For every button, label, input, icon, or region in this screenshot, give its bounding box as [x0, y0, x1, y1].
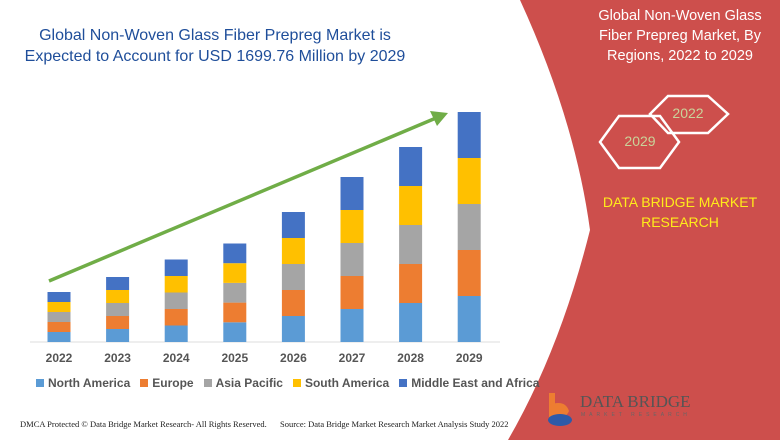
bar-segment-2023-3 — [106, 290, 130, 303]
side-panel — [508, 0, 780, 440]
logo-icon — [548, 393, 572, 426]
x-tick-label: 2026 — [280, 351, 307, 365]
bar-segment-2027-2 — [340, 243, 364, 276]
brand-text: DATA BRIDGE MARKET RESEARCH — [602, 194, 758, 230]
bar-segment-2023-2 — [106, 303, 130, 316]
copyright-text: DMCA Protected © Data Bridge Market Rese… — [20, 419, 267, 429]
legend-item: Asia Pacific — [203, 376, 283, 390]
bar-segment-2024-1 — [164, 309, 188, 326]
bar-segment-2026-1 — [281, 290, 305, 316]
bar-segment-2022-4 — [47, 292, 71, 302]
x-tick-label: 2029 — [456, 351, 483, 365]
legend-item: Middle East and Africa — [399, 376, 539, 390]
logo-name: DATA BRIDGE — [580, 392, 691, 411]
bar-segment-2025-2 — [223, 282, 247, 303]
bar-segment-2029-1 — [457, 250, 481, 296]
source-text: Source: Data Bridge Market Research Mark… — [280, 419, 509, 429]
bar-segment-2025-1 — [223, 302, 247, 323]
hexagon-2022 — [648, 94, 730, 135]
hex-label-2029: 2029 — [624, 133, 656, 149]
bar-segment-2027-0 — [340, 309, 364, 342]
bar-segment-2022-1 — [47, 322, 71, 332]
side-panel-title: Global Non-Woven Glass Fiber Prepreg Mar… — [598, 8, 762, 64]
legend-item: Europe — [140, 376, 194, 390]
bar-segment-2029-0 — [457, 296, 481, 342]
legend-swatch — [140, 379, 149, 387]
legend-item: North America — [36, 376, 130, 390]
x-tick-label: 2023 — [104, 351, 131, 365]
chart-title: Global Non-Woven Glass Fiber Prepreg Mar… — [24, 27, 406, 65]
legend-swatch — [203, 379, 212, 387]
logo-subtitle: MARKET RESEARCH — [581, 412, 691, 418]
bar-segment-2029-3 — [457, 158, 481, 204]
hexagon-2029 — [598, 114, 681, 170]
bar-segment-2024-4 — [164, 259, 188, 276]
bar-segment-2026-3 — [281, 238, 305, 264]
bar-segment-2022-0 — [47, 332, 71, 342]
chart-legend: North America Europe Asia Pacific South Ame… — [36, 376, 539, 390]
trend-arrow — [48, 116, 437, 283]
bar-segment-2026-2 — [281, 264, 305, 290]
legend-swatch — [36, 379, 44, 387]
bar-segment-2023-1 — [106, 316, 130, 329]
hex-label-2022: 2022 — [672, 105, 704, 121]
bar-segment-2024-3 — [164, 276, 188, 293]
legend-swatch — [292, 379, 301, 387]
legend-label: Europe — [152, 376, 194, 390]
bar-segment-2027-3 — [340, 210, 364, 243]
x-tick-label: 2028 — [397, 351, 424, 365]
bar-segment-2023-0 — [106, 329, 130, 342]
bar-segment-2028-3 — [399, 186, 423, 225]
bar-segment-2022-3 — [47, 302, 71, 312]
legend-label: South America — [304, 376, 390, 390]
bar-chart: 2022 2023 2024 2025 2026 2027 2028 2029 — [30, 111, 500, 365]
bar-segment-2029-4 — [457, 112, 481, 158]
x-tick-label: 2024 — [163, 351, 190, 365]
bar-segment-2023-4 — [106, 277, 130, 290]
legend-label: North America — [48, 376, 131, 390]
bar-segment-2025-3 — [223, 263, 247, 283]
x-tick-label: 2027 — [339, 351, 366, 365]
bar-segment-2024-0 — [164, 325, 188, 342]
legend-swatch — [399, 379, 408, 387]
x-tick-label: 2025 — [221, 351, 248, 365]
bar-segment-2028-2 — [399, 225, 423, 264]
bar-segment-2026-0 — [281, 316, 305, 342]
bar-segment-2026-4 — [281, 212, 305, 238]
trend-arrow-head — [430, 111, 448, 126]
bar-segment-2027-4 — [340, 177, 364, 210]
bar-segment-2025-0 — [223, 322, 247, 342]
bar-segment-2029-2 — [457, 204, 481, 250]
legend-label: Asia Pacific — [215, 376, 283, 390]
x-tick-label: 2022 — [46, 351, 73, 365]
bar-segment-2022-2 — [47, 312, 71, 322]
bar-segment-2028-0 — [399, 303, 423, 342]
bar-segment-2028-4 — [399, 147, 423, 186]
bar-segment-2027-1 — [340, 276, 364, 309]
bar-segment-2025-4 — [223, 243, 247, 264]
legend-item: South America — [292, 376, 390, 390]
bar-segment-2024-2 — [164, 292, 188, 309]
legend-label: Middle East and Africa — [411, 376, 540, 390]
bar-segment-2028-1 — [399, 264, 423, 303]
